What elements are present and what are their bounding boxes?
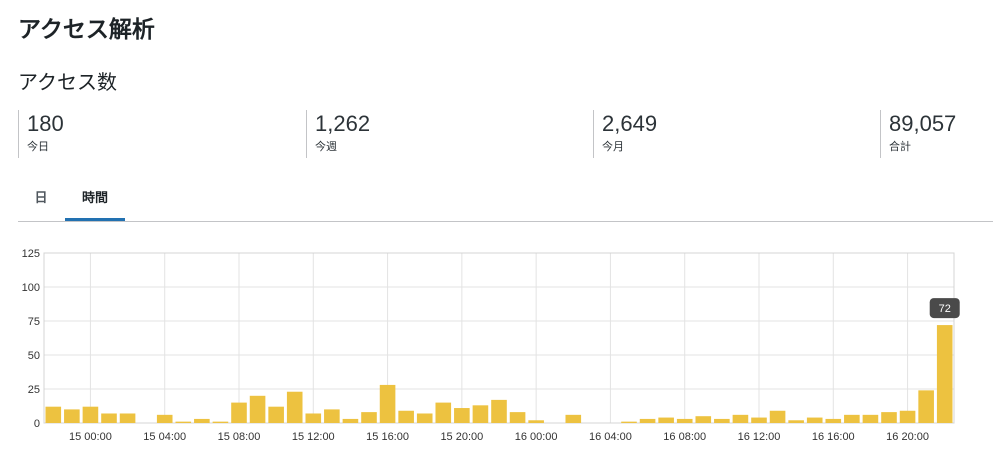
bar[interactable] [286, 391, 303, 423]
bar[interactable] [472, 405, 489, 423]
y-tick-label: 25 [28, 384, 40, 396]
bar[interactable] [194, 418, 210, 423]
bar[interactable] [676, 418, 693, 423]
x-tick-label: 16 00:00 [515, 431, 558, 443]
y-tick-label: 50 [28, 350, 40, 362]
bar[interactable] [881, 412, 897, 423]
bar[interactable] [751, 417, 767, 423]
bar[interactable] [565, 414, 582, 423]
x-tick-label: 15 12:00 [292, 431, 335, 443]
bar[interactable] [361, 412, 377, 423]
bar[interactable] [268, 406, 284, 423]
bar[interactable] [435, 402, 452, 423]
y-tick-label: 125 [22, 248, 40, 260]
bar[interactable] [342, 418, 359, 423]
bar[interactable] [156, 414, 173, 423]
page-title: アクセス解析 [18, 16, 155, 42]
bar[interactable] [398, 410, 414, 423]
bar[interactable] [788, 420, 804, 423]
x-tick-label: 15 08:00 [218, 431, 261, 443]
plot-frame [43, 252, 955, 424]
bar[interactable] [305, 413, 322, 423]
bar[interactable] [212, 421, 229, 423]
bar[interactable] [806, 417, 823, 423]
bar[interactable] [695, 416, 712, 423]
chart-axes: 0 25 50 75 100 125 15 00:00 15 04:00 15 08:00 15 … [22, 248, 929, 443]
bar[interactable] [509, 412, 526, 423]
y-tick-label: 100 [22, 282, 40, 294]
bar[interactable] [324, 409, 340, 423]
bar[interactable] [231, 402, 247, 423]
hourly-access-chart: 0 25 50 75 100 125 15 00:00 15 04:00 15 08:00 15 … [22, 248, 960, 443]
section-title-access: アクセス数 [18, 72, 117, 94]
bar[interactable] [64, 409, 80, 423]
bar[interactable] [82, 406, 99, 423]
stat-week-label: 今週 [315, 141, 337, 153]
tooltip-box [929, 298, 960, 319]
tooltip-value: 72 [939, 303, 951, 315]
x-tick-label: 15 00:00 [69, 431, 112, 443]
bar[interactable] [658, 417, 674, 423]
chart-tooltip: 72 [929, 298, 960, 319]
bar[interactable] [379, 384, 396, 423]
stat-month: 2,649 今月 [593, 110, 657, 158]
bar[interactable] [249, 395, 266, 423]
tab-hour[interactable]: 時間 [65, 180, 125, 221]
bar[interactable] [918, 390, 934, 423]
bar[interactable] [175, 421, 192, 423]
bar[interactable] [714, 418, 730, 423]
x-tick-label: 16 12:00 [738, 431, 781, 443]
x-tick-label: 16 20:00 [886, 431, 929, 443]
stat-total: 89,057 合計 [880, 110, 956, 158]
bar[interactable] [899, 410, 916, 423]
chart-grid [43, 252, 955, 424]
stat-total-label: 合計 [889, 141, 911, 153]
x-tick-label: 15 04:00 [143, 431, 186, 443]
stat-total-value: 89,057 [889, 111, 957, 136]
stat-month-value: 2,649 [602, 111, 658, 136]
bar[interactable] [45, 406, 62, 423]
bar[interactable] [936, 325, 953, 423]
bar[interactable] [769, 410, 786, 423]
bar[interactable] [732, 414, 749, 423]
stat-month-label: 今月 [602, 141, 624, 153]
y-tick-label: 75 [28, 316, 40, 328]
y-tick-label: 0 [34, 418, 40, 430]
stat-today-value: 180 [27, 111, 64, 136]
x-tick-label: 15 16:00 [366, 431, 409, 443]
bar[interactable] [119, 413, 136, 423]
bar[interactable] [825, 418, 842, 423]
stat-week-value: 1,262 [315, 111, 371, 136]
period-tabs: 日 時間 [18, 180, 993, 222]
x-tick-label: 16 08:00 [663, 431, 706, 443]
bar[interactable] [844, 414, 860, 423]
x-tick-label: 15 20:00 [440, 431, 483, 443]
bar[interactable] [528, 420, 544, 423]
bar[interactable] [454, 408, 470, 423]
stat-today: 180 今日 [18, 110, 64, 158]
stats-row: 180 今日 1,262 今週 2,649 今月 89,057 合計 [18, 110, 993, 160]
x-tick-label: 16 04:00 [589, 431, 632, 443]
bar[interactable] [101, 413, 117, 423]
bar[interactable] [862, 414, 879, 423]
chart-bars [45, 325, 953, 423]
tab-day[interactable]: 日 [34, 190, 48, 205]
bar[interactable] [621, 421, 637, 423]
bar[interactable] [639, 418, 656, 423]
stat-week: 1,262 今週 [306, 110, 370, 158]
stat-today-label: 今日 [27, 141, 49, 153]
bar[interactable] [416, 413, 433, 423]
x-tick-label: 16 16:00 [812, 431, 855, 443]
bar[interactable] [491, 399, 507, 423]
